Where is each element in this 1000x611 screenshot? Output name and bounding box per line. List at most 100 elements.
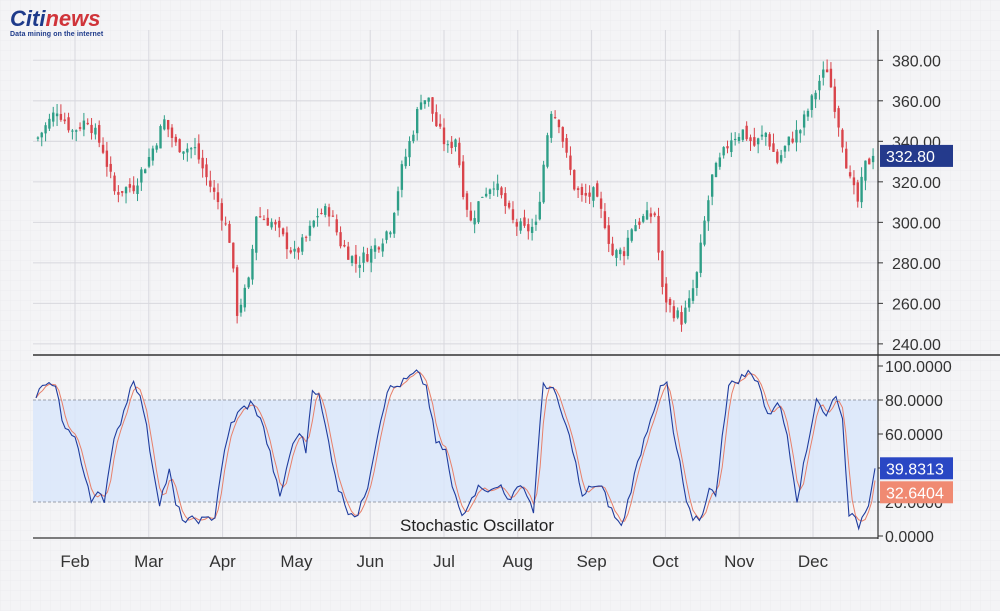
candle-body: [553, 117, 557, 119]
candle-body: [247, 277, 250, 288]
candle-body: [235, 267, 239, 316]
candle-body: [649, 213, 653, 217]
candle-body: [78, 127, 82, 129]
candle-body: [220, 203, 223, 221]
candle-body: [423, 100, 427, 105]
candle-body: [760, 134, 764, 137]
logo-tagline: Data mining on the internet: [10, 31, 104, 38]
candle-body: [561, 127, 564, 142]
candle-body: [768, 134, 771, 147]
current-price-label-bg: [880, 144, 953, 167]
candle-body: [324, 206, 327, 215]
candle-body: [331, 215, 335, 217]
candle-body: [619, 249, 622, 255]
candle-body: [186, 148, 189, 153]
candle-body: [726, 146, 729, 149]
candle-body: [316, 215, 319, 218]
candle-body: [596, 183, 599, 197]
candle-body: [136, 185, 139, 195]
candle-body: [802, 114, 806, 128]
candle-body: [94, 127, 97, 135]
candle-body: [488, 189, 492, 195]
candle-body: [301, 237, 304, 252]
candle-body: [419, 102, 423, 110]
logo: Citinews Data mining on the internet: [10, 8, 104, 39]
axis-labels: Feb Mar Apr May Jun Jul Aug Sep Oct Nov Dec 380.00 3…: [60, 53, 953, 571]
candle-body: [573, 169, 576, 190]
candle-body: [534, 221, 538, 225]
candle-body: [297, 248, 300, 253]
candle-body: [400, 164, 404, 190]
candle-body: [113, 175, 116, 192]
candle-body: [281, 228, 285, 235]
candle-body: [504, 193, 507, 207]
candle-body: [691, 288, 695, 301]
candle-body: [270, 221, 273, 228]
candle-body: [799, 130, 802, 134]
candle-body: [745, 125, 748, 140]
candle-body: [155, 145, 158, 150]
candle-body: [450, 141, 453, 149]
candle-body: [262, 219, 266, 221]
candle-body: [385, 231, 388, 240]
candle-body: [661, 251, 664, 288]
candle-body: [121, 191, 124, 193]
candle-body: [584, 192, 587, 196]
candle-body: [615, 250, 618, 258]
candle-body: [569, 155, 572, 170]
candle-body: [117, 192, 120, 195]
candle-body: [251, 248, 254, 280]
x-tick-label: Nov: [724, 552, 755, 571]
candle-body: [293, 248, 296, 252]
k-value-label-bg: [880, 457, 953, 480]
price-tick-label: 260.00: [892, 296, 941, 313]
candle-body: [507, 202, 511, 208]
candle-body: [672, 306, 676, 319]
candle-body: [795, 129, 798, 143]
candle-body: [224, 223, 227, 225]
candle-body: [592, 187, 595, 201]
candle-body: [362, 252, 365, 263]
candle-body: [438, 123, 442, 127]
candle-body: [626, 237, 630, 256]
candle-body: [841, 129, 844, 148]
candle-body: [630, 229, 633, 241]
candle-body: [714, 162, 718, 178]
candle-body: [829, 68, 833, 88]
candle-body: [523, 217, 526, 226]
candle-body: [381, 243, 384, 252]
candle-body: [312, 220, 315, 227]
candle-body: [212, 187, 216, 192]
candle-body: [98, 125, 101, 143]
candle-body: [645, 210, 649, 220]
candle-body: [492, 188, 495, 190]
candle-body: [327, 207, 331, 217]
price-tick-label: 320.00: [892, 175, 941, 192]
candle-body: [216, 192, 220, 203]
candle-body: [339, 232, 342, 247]
candle-body: [642, 216, 645, 222]
x-tick-label: May: [280, 552, 313, 571]
candle-body: [695, 272, 699, 288]
candle-body: [151, 148, 155, 161]
candle-body: [756, 138, 760, 145]
candle-body: [143, 169, 147, 174]
candle-body: [477, 201, 480, 223]
candle-body: [481, 196, 484, 198]
candle-body: [63, 119, 66, 122]
candle-body: [496, 183, 499, 191]
candle-body: [86, 122, 89, 125]
candle-body: [347, 246, 350, 260]
candle-body: [753, 137, 756, 146]
price-tick-label: 240.00: [892, 337, 941, 354]
candle-body: [132, 185, 135, 192]
candle-body: [308, 225, 312, 236]
candle-body: [825, 69, 829, 73]
candle-body: [741, 129, 745, 140]
candle-body: [806, 110, 810, 117]
x-tick-label: Jun: [356, 552, 383, 571]
candle-body: [833, 86, 836, 112]
